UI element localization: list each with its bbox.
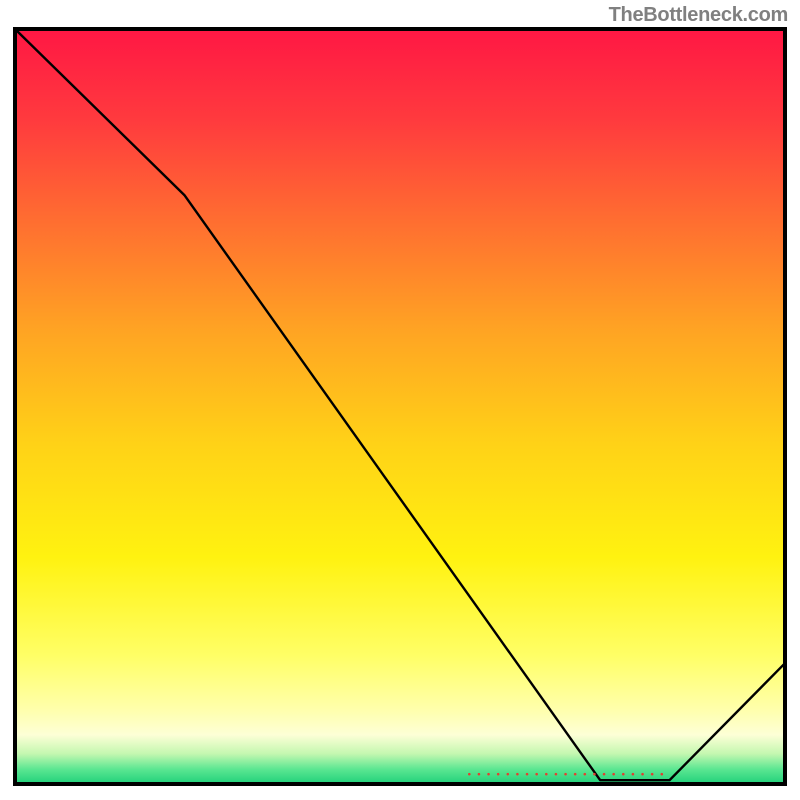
bottleneck-chart xyxy=(0,0,800,800)
annotation-dotted-band xyxy=(468,773,663,776)
